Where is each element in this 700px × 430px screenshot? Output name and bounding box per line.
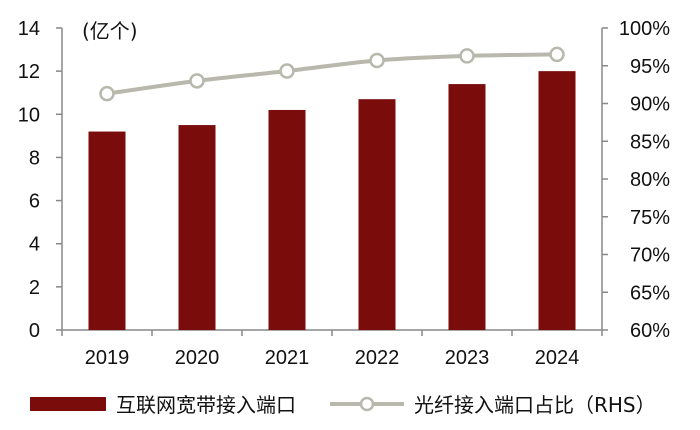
left-axis-unit-label: (亿个) — [82, 19, 138, 43]
line-path — [106, 52, 558, 96]
line-point — [459, 48, 475, 64]
legend-line-label: 光纤接入端口占比（RHS） — [414, 393, 656, 417]
bar — [178, 125, 216, 330]
axes — [61, 28, 603, 331]
left-tick-label: 2 — [29, 277, 40, 299]
left-tick-label: 14 — [18, 18, 40, 40]
right-tick-label: 100% — [619, 18, 670, 40]
bar — [448, 84, 486, 330]
bar-series — [88, 71, 576, 331]
bar — [88, 131, 126, 330]
x-tick-label: 2022 — [355, 347, 400, 369]
left-axis-ticks: 0 2 4 6 8 10 12 14 — [18, 18, 62, 342]
left-tick-label: 6 — [29, 191, 40, 213]
x-tick-label: 2024 — [535, 347, 580, 369]
bar — [268, 109, 306, 330]
left-tick-label: 10 — [18, 104, 40, 126]
left-tick-label: 8 — [29, 147, 40, 169]
right-tick-label: 70% — [630, 245, 670, 267]
bar — [538, 71, 576, 331]
right-tick-label: 95% — [630, 56, 670, 78]
right-tick-label: 85% — [630, 131, 670, 153]
left-tick-label: 0 — [29, 320, 40, 342]
legend-bar-swatch — [30, 397, 106, 411]
right-tick-label: 75% — [630, 207, 670, 229]
line-point — [279, 63, 295, 79]
line-point — [369, 52, 385, 69]
x-tick-label: 2019 — [85, 347, 130, 369]
line-point — [189, 73, 205, 89]
x-axis-ticks: 2019 2020 2021 2022 2023 2024 — [61, 330, 603, 369]
x-tick-label: 2020 — [175, 347, 220, 369]
right-tick-label: 90% — [630, 94, 670, 116]
right-tick-label: 80% — [630, 169, 670, 191]
right-tick-label: 60% — [630, 320, 670, 342]
left-tick-label: 12 — [18, 61, 40, 83]
legend: 互联网宽带接入端口 光纤接入端口占比（RHS） — [30, 393, 656, 417]
legend-line-marker — [359, 396, 375, 412]
x-tick-label: 2023 — [445, 347, 490, 369]
bar — [358, 99, 396, 330]
left-tick-label: 4 — [29, 234, 40, 256]
line-point — [549, 46, 565, 63]
right-tick-label: 65% — [630, 282, 670, 304]
line-series — [99, 46, 565, 102]
x-tick-label: 2021 — [265, 347, 310, 369]
line-point — [99, 85, 115, 102]
right-axis-ticks: 60% 65% 70% 75% 80% 85% 90% 95% 100% — [602, 18, 670, 342]
legend-bar-label: 互联网宽带接入端口 — [116, 393, 296, 417]
